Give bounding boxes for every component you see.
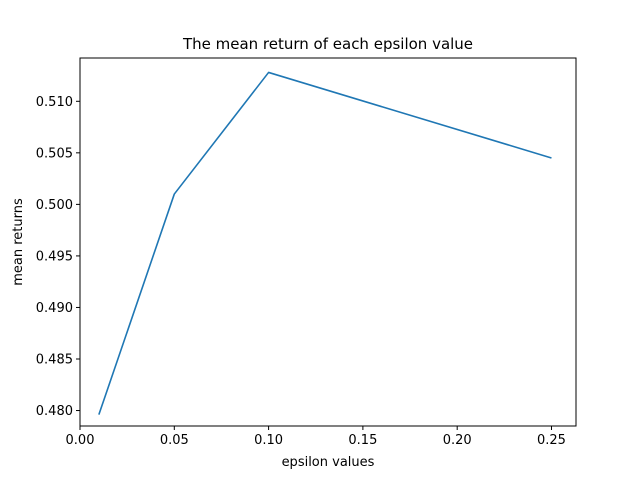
- x-axis-label: epsilon values: [282, 455, 375, 470]
- x-tick-label: 0.15: [348, 433, 377, 448]
- y-tick-label: 0.500: [36, 198, 73, 213]
- x-tick-label: 0.20: [443, 433, 472, 448]
- chart-title: The mean return of each epsilon value: [182, 35, 473, 53]
- x-tick-label: 0.00: [66, 433, 95, 448]
- y-tick-label: 0.510: [36, 95, 73, 110]
- series-line: [98, 71, 552, 415]
- x-tick-label: 0.05: [160, 433, 189, 448]
- x-axis: 0.00 0.05 0.10 0.15 0.20 0.25: [66, 426, 566, 448]
- series-layer: [98, 71, 552, 415]
- x-tick-label: 0.10: [254, 433, 283, 448]
- y-axis: 0.480 0.485 0.490 0.495 0.500 0.505 0.510: [36, 95, 80, 419]
- y-tick-label: 0.505: [36, 146, 73, 161]
- y-tick-label: 0.480: [36, 404, 73, 419]
- plot-area: [79, 57, 577, 427]
- y-tick-label: 0.490: [36, 301, 73, 316]
- y-tick-label: 0.485: [36, 352, 73, 367]
- y-axis-label: mean returns: [11, 198, 26, 286]
- x-tick-label: 0.25: [537, 433, 566, 448]
- y-tick-label: 0.495: [36, 249, 73, 264]
